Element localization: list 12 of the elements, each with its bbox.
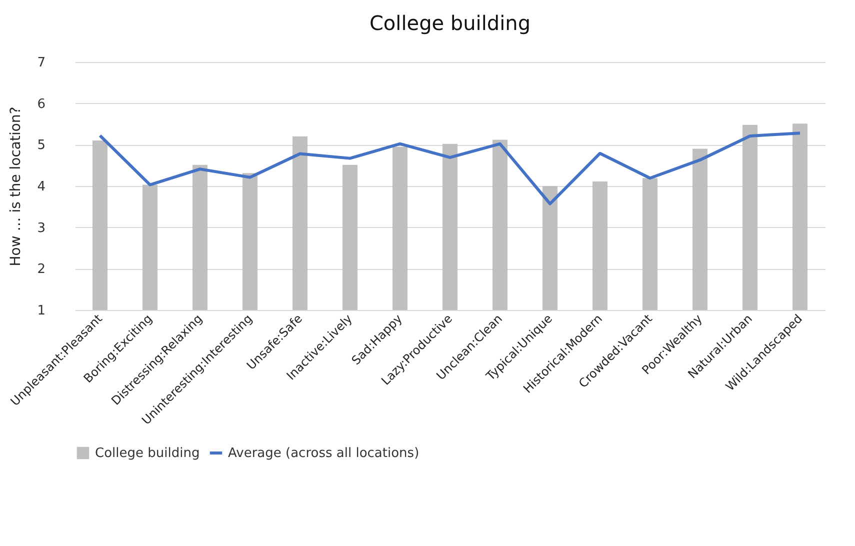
y-tick-label: 6 [37,96,46,112]
y-axis-title: How … is the location? [8,106,24,266]
y-tick-label: 2 [37,262,46,278]
y-tick-label: 1 [37,304,46,318]
y-tick-label: 7 [37,56,46,70]
line-series [98,132,802,206]
y-tick-label: 5 [37,138,46,154]
y-tick-label: 4 [37,180,46,194]
y-tick-label: 3 [37,220,46,236]
chart-title: College building [369,11,531,35]
legend-label: Average (across all locations) [228,446,420,461]
legend-label: College building [95,446,200,461]
